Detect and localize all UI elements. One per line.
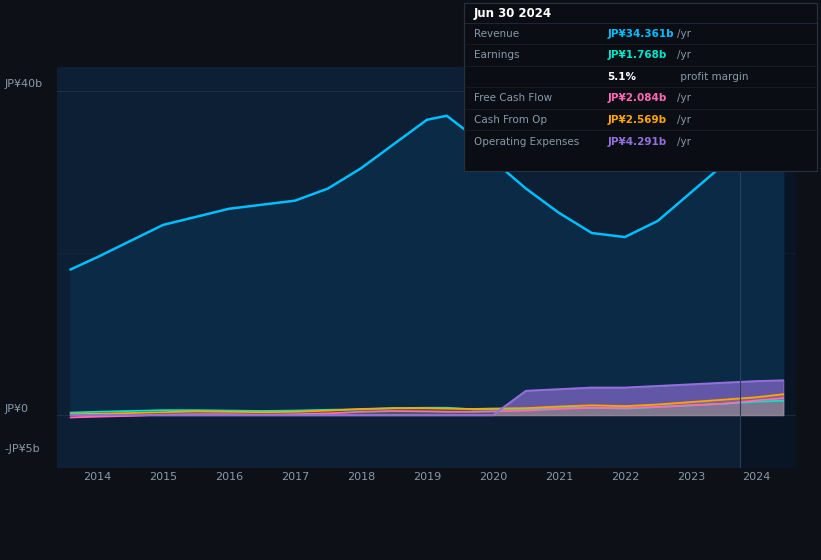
Text: JP¥40b: JP¥40b	[4, 78, 42, 88]
Text: JP¥2.084b: JP¥2.084b	[608, 94, 667, 104]
Text: Jun 30 2024: Jun 30 2024	[474, 7, 552, 20]
Text: JP¥4.291b: JP¥4.291b	[608, 137, 667, 147]
Text: Earnings: Earnings	[474, 50, 519, 60]
Text: /yr: /yr	[677, 29, 691, 39]
Text: Revenue: Revenue	[474, 29, 519, 39]
Text: /yr: /yr	[677, 115, 691, 125]
Text: JP¥0: JP¥0	[4, 404, 28, 414]
Text: Operating Expenses: Operating Expenses	[474, 137, 579, 147]
Text: /yr: /yr	[677, 137, 691, 147]
Text: 5.1%: 5.1%	[608, 72, 636, 82]
Text: JP¥1.768b: JP¥1.768b	[608, 50, 667, 60]
Text: Cash From Op: Cash From Op	[474, 115, 547, 125]
Text: /yr: /yr	[677, 50, 691, 60]
Text: -JP¥5b: -JP¥5b	[4, 444, 39, 454]
Text: Free Cash Flow: Free Cash Flow	[474, 94, 552, 104]
Text: profit margin: profit margin	[677, 72, 749, 82]
Text: JP¥34.361b: JP¥34.361b	[608, 29, 674, 39]
Text: JP¥2.569b: JP¥2.569b	[608, 115, 667, 125]
Text: /yr: /yr	[677, 94, 691, 104]
Bar	[741, 67, 796, 468]
